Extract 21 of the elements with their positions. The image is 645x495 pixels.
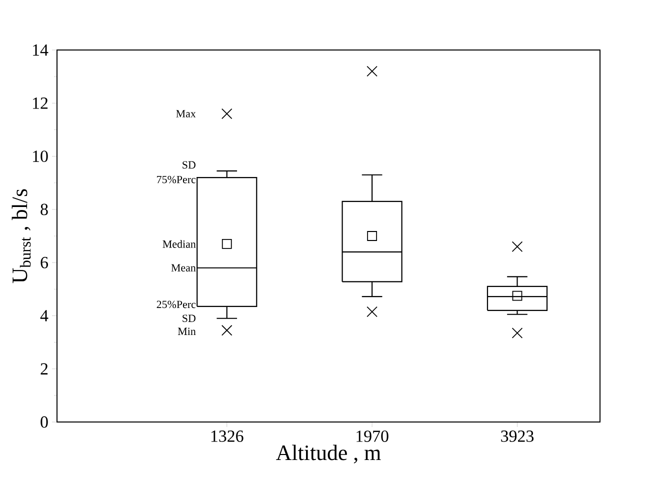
annotation: 25%Perc [156, 300, 196, 308]
y-tick-label: 6 [40, 256, 48, 268]
x-tick-label: 3923 [501, 430, 534, 442]
y-tick-label: 8 [40, 204, 48, 216]
y-tick-label: 14 [33, 44, 48, 56]
x-tick-label: 1970 [356, 430, 388, 442]
annotation: 75%Perc [157, 176, 196, 184]
y-tick-label: 2 [40, 363, 48, 374]
y-tick-label: 4 [40, 310, 48, 322]
y-axis-title: U$_{burst}$ , bl/s [12, 189, 31, 284]
annotation: Max [176, 110, 196, 118]
x-tick-label: 1326 [211, 430, 244, 442]
annotation: Mean [171, 264, 196, 272]
annotation: SD [182, 314, 196, 322]
y-tick-label: 0 [40, 416, 48, 428]
y-tick-label: 12 [33, 98, 48, 109]
annotation: Median [162, 240, 196, 248]
x-axis-title: Altitude , m [276, 444, 381, 464]
annotation: Min [178, 328, 196, 335]
y-tick-label: 10 [33, 150, 48, 162]
annotation: SD [182, 161, 196, 169]
